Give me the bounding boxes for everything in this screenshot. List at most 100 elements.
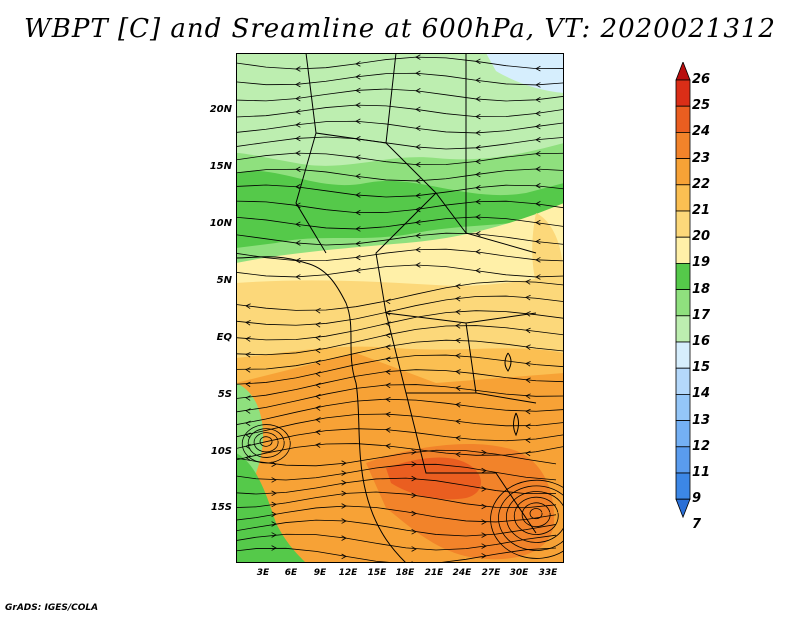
streamline (415, 178, 421, 184)
streamline (455, 369, 461, 375)
lat-label: 10N (209, 218, 232, 229)
lat-label: 10S (210, 446, 232, 457)
streamline (236, 477, 557, 495)
streamline (525, 344, 531, 350)
streamline (259, 436, 273, 447)
streamline (236, 413, 564, 438)
streamline (525, 423, 531, 430)
streamline (355, 118, 361, 124)
streamline (535, 136, 541, 143)
colorbar-box (675, 289, 691, 317)
streamline (535, 110, 541, 117)
colorbar-box (675, 393, 691, 421)
streamline (411, 475, 417, 482)
colorbar-box (675, 79, 691, 107)
streamline (505, 491, 564, 543)
streamline (385, 298, 391, 305)
streamline (415, 262, 421, 268)
streamline (315, 322, 321, 328)
colorbar-max-triangle (675, 62, 691, 81)
field-ne-15 (486, 53, 564, 93)
streamline (245, 303, 251, 309)
streamline (535, 65, 541, 72)
streamline (355, 209, 361, 216)
streamline (481, 467, 487, 474)
streamline (236, 533, 557, 551)
streamline (271, 511, 277, 517)
streamline (455, 435, 461, 441)
streamline (385, 332, 391, 339)
streamline (525, 377, 531, 383)
lat-label: 5S (217, 389, 232, 400)
streamline (315, 442, 321, 448)
lon-label: 24E (452, 568, 472, 578)
streamline (315, 347, 321, 354)
streamline (271, 532, 277, 538)
streamline (455, 337, 461, 344)
lat-label: 5N (216, 275, 232, 286)
streamline (341, 480, 347, 486)
streamline (355, 241, 361, 247)
lat-label: 20N (209, 104, 232, 115)
streamline (295, 109, 301, 115)
streamline (355, 61, 361, 67)
streamline (411, 546, 417, 552)
streamline (475, 230, 481, 237)
streamline (236, 443, 564, 461)
streamline (236, 428, 564, 449)
lon-label: 18E (395, 568, 415, 578)
streamline (355, 226, 361, 232)
streamline (525, 437, 531, 443)
colorbar-box (675, 132, 691, 160)
streamline (490, 479, 564, 559)
colorbar-box (675, 105, 691, 133)
colorbar-label: 19 (692, 255, 711, 271)
streamline (245, 352, 251, 358)
streamline (535, 257, 541, 263)
streamline (295, 240, 301, 246)
streamline (411, 461, 417, 467)
colorbar-box (675, 184, 691, 212)
streamline (481, 543, 487, 549)
streamline (415, 54, 421, 60)
streamline (415, 125, 421, 132)
streamline (315, 308, 321, 314)
colorbar-box (675, 341, 691, 369)
grads-credit: GrADS: IGES/COLA (5, 603, 99, 613)
lon-label: 12E (338, 568, 358, 578)
lat-label: 15N (209, 161, 232, 172)
lon-label: 21E (424, 568, 444, 578)
streamline (475, 145, 481, 151)
streamline (236, 310, 564, 341)
streamline (245, 320, 251, 326)
streamline (236, 398, 564, 426)
streamline (455, 283, 461, 290)
streamline (295, 81, 301, 88)
colorbar-box (675, 446, 691, 474)
streamline (315, 382, 321, 389)
streamline (455, 323, 461, 329)
colorbar-min-triangle (675, 498, 691, 519)
streamline (385, 382, 391, 389)
streamline (341, 503, 347, 509)
streamline (411, 529, 417, 535)
streamline (415, 106, 421, 113)
streamline (481, 553, 487, 559)
streamline (475, 184, 481, 191)
coastline (236, 256, 407, 563)
colorbar-label: 24 (692, 124, 711, 140)
streamline (535, 182, 541, 189)
streamline (475, 267, 481, 274)
streamline (295, 95, 301, 102)
streamline (455, 353, 461, 359)
lon-label: 3E (256, 568, 270, 578)
streamline (525, 393, 531, 399)
streamline (245, 395, 251, 401)
streamline (525, 311, 531, 317)
streamline (535, 166, 541, 172)
streamline (245, 381, 251, 388)
streamline (385, 427, 391, 433)
streamline (315, 371, 321, 377)
streamline (525, 361, 531, 367)
streamline (535, 82, 541, 88)
